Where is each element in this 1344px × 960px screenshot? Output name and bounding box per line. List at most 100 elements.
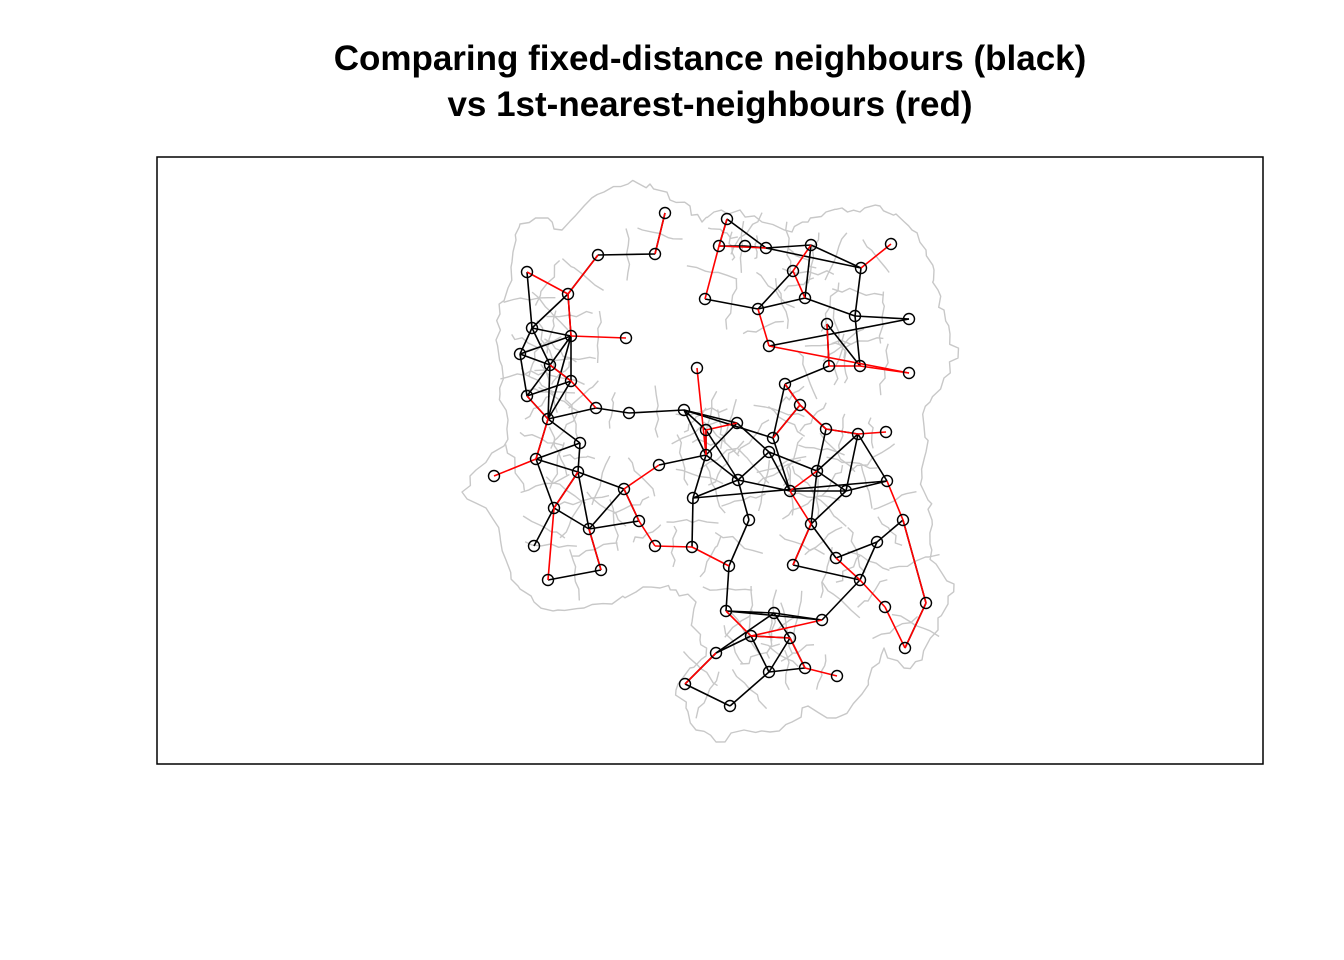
region-centroid-node <box>648 539 662 553</box>
fixed-distance-edge <box>726 218 767 249</box>
fixed-distance-edge <box>531 293 569 329</box>
fixed-distance-edge <box>810 490 847 525</box>
fixed-distance-edge <box>857 433 888 482</box>
region-centroid-node <box>699 423 713 437</box>
nearest-neighbour-edge <box>750 635 791 639</box>
region-centroid-node <box>722 559 736 573</box>
fixed-distance-edge <box>768 318 910 347</box>
fixed-distance-edge <box>588 488 625 530</box>
fixed-distance-edge <box>784 365 830 385</box>
nearest-neighbour-edge <box>886 480 904 521</box>
fixed-distance-edge <box>792 564 861 581</box>
region-centroid-node <box>762 445 776 459</box>
fixed-distance-edge <box>821 579 861 621</box>
fixed-distance-edge <box>773 612 823 621</box>
region-centroid-node <box>766 431 780 445</box>
nearest-neighbour-edge <box>768 345 910 374</box>
fixed-distance-edge <box>810 244 862 269</box>
fixed-distance-edge <box>725 565 730 612</box>
fixed-distance-edge <box>728 519 750 567</box>
region-centroid-node <box>564 374 578 388</box>
region-centroid-node <box>853 573 867 587</box>
fixed-distance-edge <box>768 451 791 492</box>
fixed-distance-edge <box>692 479 739 499</box>
fixed-distance-edge <box>683 409 774 439</box>
nearest-neighbour-edge <box>750 619 823 637</box>
nearest-neighbour-edge <box>549 364 572 382</box>
region-centroid-node <box>617 482 631 496</box>
fixed-distance-edge <box>547 418 581 444</box>
fixed-distance-edge <box>737 451 770 481</box>
fixed-distance-edge <box>816 428 827 472</box>
nearest-neighbour-edge <box>792 523 812 566</box>
fixed-distance-edge <box>526 364 551 397</box>
fixed-distance-edge <box>705 429 739 481</box>
region-centroid-node <box>648 247 662 261</box>
region-centroid-node <box>652 458 666 472</box>
region-centroid-node <box>738 239 752 253</box>
region-centroid-node <box>699 448 713 462</box>
fixed-distance-edge <box>705 422 738 456</box>
region-centroid-node <box>902 312 916 326</box>
region-centroid-node <box>589 401 603 415</box>
nearest-neighbour-edges <box>493 212 927 685</box>
fixed-distance-edge <box>704 298 759 310</box>
fixed-distance-edge <box>547 569 602 581</box>
fixed-distance-edge <box>547 380 572 420</box>
region-centroid-node <box>677 403 691 417</box>
region-centroid-node <box>751 302 765 316</box>
nearest-neighbour-edge <box>493 458 537 477</box>
region-centroid-node <box>678 677 692 691</box>
fixed-distance-edge <box>533 507 555 547</box>
region-centroid-node <box>879 425 893 439</box>
region-centroid-node <box>896 513 910 527</box>
fixed-distance-edge <box>765 244 812 249</box>
region-centroid-node <box>709 646 723 660</box>
fixed-distance-edge <box>547 407 597 420</box>
fixed-distance-edge <box>757 297 806 310</box>
fixed-distance-edge <box>737 479 791 492</box>
region-centroid-node <box>744 629 758 643</box>
region-centroid-node <box>561 287 575 301</box>
nearest-neighbour-edge <box>704 245 720 300</box>
fixed-distance-edge <box>736 422 770 453</box>
nearest-neighbour-edge <box>718 245 767 249</box>
fixed-distance-edge <box>737 479 750 521</box>
plot-title-line1: Comparing fixed-distance neighbours (bla… <box>333 39 1087 78</box>
region-centroid-node <box>762 339 776 353</box>
region-centroid-node <box>622 406 636 420</box>
region-centroid-node <box>878 600 892 614</box>
region-centroid-node <box>520 265 534 279</box>
fixed-distance-edge <box>597 253 656 256</box>
plot-title: Comparing fixed-distance neighbours (bla… <box>160 36 1260 128</box>
region-centroid-node <box>778 377 792 391</box>
region-centroid-node <box>520 389 534 403</box>
fixed-distance-edge <box>772 437 791 492</box>
region-centroid-node <box>742 513 756 527</box>
fixed-distance-edge <box>691 497 694 548</box>
fixed-distance-edge <box>804 297 856 317</box>
region-centroid-node <box>786 558 800 572</box>
fixed-distance-edge <box>519 327 533 355</box>
region-centroid-node <box>880 474 894 488</box>
nearest-neighbour-edge <box>718 218 728 247</box>
region-centroid-node <box>573 436 587 450</box>
fixed-distance-edge <box>729 671 770 707</box>
fixed-distance-edge <box>854 315 861 367</box>
fixed-distance-edge <box>854 315 910 320</box>
nearest-neighbour-edge <box>789 490 812 525</box>
region-centroid-node <box>798 291 812 305</box>
fixed-distance-edge <box>553 507 590 530</box>
fixed-distance-edge <box>683 409 707 456</box>
fixed-distance-edge <box>535 458 555 509</box>
region-centroid-node <box>815 613 829 627</box>
nearest-neighbour-edge <box>547 507 555 581</box>
fixed-distance-edge <box>859 541 878 581</box>
region-centroid-node <box>783 631 797 645</box>
nearest-neighbour-edge <box>623 464 660 490</box>
nearest-neighbour-edge <box>784 383 801 406</box>
fixed-distance-edge <box>577 442 581 473</box>
region-centroid-node <box>632 514 646 528</box>
fixed-distance-edge <box>845 480 888 492</box>
